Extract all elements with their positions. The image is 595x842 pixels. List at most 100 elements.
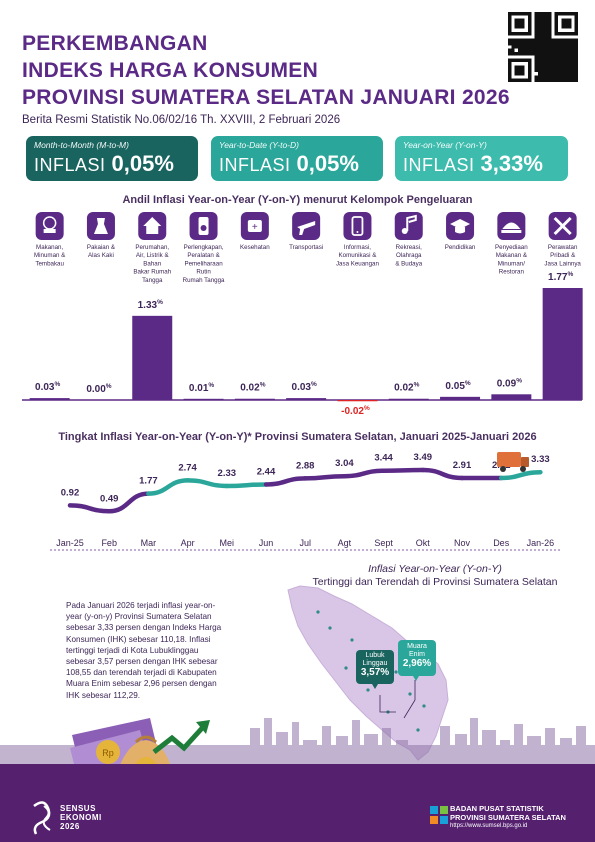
kpi-year-on-year: Year-on-Year (Y-on-Y) INFLASI 3,33% bbox=[395, 136, 568, 181]
title-line-2: INDEKS HARGA KONSUMEN bbox=[22, 59, 319, 82]
category-label: Perawatan bbox=[548, 244, 578, 251]
kpi-label: Year-on-Year (Y-on-Y) bbox=[403, 140, 487, 150]
category-label: Pribadi & bbox=[550, 252, 576, 259]
bar-value-unit: % bbox=[54, 381, 60, 388]
line-value-label: 2.91 bbox=[453, 460, 472, 471]
map-title: Inflasi Year-on-Year (Y-on-Y) Tertinggi … bbox=[285, 563, 585, 589]
bar bbox=[29, 398, 70, 400]
bar-value-label: 0.01% bbox=[189, 382, 214, 394]
category-label: Perlengkapan, bbox=[184, 244, 224, 251]
category-label: Penyediaan bbox=[495, 244, 528, 251]
bar-value-unit: % bbox=[311, 381, 317, 388]
kpi-value: 0,05% bbox=[296, 151, 359, 176]
bar-value-label: 1.77% bbox=[548, 271, 573, 283]
bar-value-label: 0.00% bbox=[86, 383, 111, 395]
medicine-icon: + bbox=[240, 212, 269, 240]
tools-icon bbox=[548, 212, 577, 240]
bar bbox=[132, 315, 173, 400]
kpi-label: Month-to-Month (M-to-M) bbox=[34, 140, 129, 150]
line-tick-label: Jan-25 bbox=[56, 538, 84, 548]
title-line-3: PROVINSI SUMATERA SELATAN JANUARI 2026 bbox=[22, 86, 510, 109]
food-icon bbox=[35, 212, 64, 240]
release-subtitle: Berita Resmi Statistik No.06/02/16 Th. X… bbox=[22, 114, 341, 126]
line-value-label: 3.44 bbox=[374, 453, 393, 464]
bar-value-unit: % bbox=[208, 382, 214, 389]
line-tick-label: Nov bbox=[454, 538, 471, 548]
line-segment bbox=[263, 476, 308, 487]
category-label: Restoran bbox=[499, 269, 525, 276]
line-value-label: 1.77 bbox=[139, 476, 158, 487]
line-tick-label: Agt bbox=[338, 538, 352, 548]
line-segment bbox=[185, 478, 230, 489]
graduation-cap-icon bbox=[446, 212, 475, 240]
bar bbox=[337, 400, 378, 402]
line-value-label: 3.04 bbox=[335, 458, 354, 469]
category-label: Pendidikan bbox=[445, 244, 476, 251]
bps-label: BADAN PUSAT STATISTIK PROVINSI SUMATERA … bbox=[450, 804, 566, 831]
high-city-value: 3,57% bbox=[360, 667, 390, 678]
line-chart-title: Tingkat Inflasi Year-on-Year (Y-on-Y)* P… bbox=[58, 431, 537, 443]
bps-line-2: PROVINSI SUMATERA SELATAN bbox=[450, 812, 566, 822]
bar bbox=[440, 396, 481, 400]
category-label: Minuman/ bbox=[498, 260, 525, 267]
kpi-year-to-date: Year-to-Date (Y-to-D) INFLASI 0,05% bbox=[211, 136, 383, 181]
category-label: Jasa Keuangan bbox=[336, 260, 380, 267]
bar-value-label: 0.03% bbox=[35, 381, 60, 393]
bar bbox=[183, 398, 224, 400]
bar-value-label: 0.05% bbox=[445, 380, 470, 392]
line-tick-label: Jul bbox=[299, 538, 311, 548]
bar-value-label: 0.02% bbox=[240, 382, 265, 394]
map-title-line-1: Inflasi Year-on-Year (Y-on-Y) bbox=[368, 563, 502, 575]
bar-chart-title: Andil Inflasi Year-on-Year (Y-on-Y) menu… bbox=[122, 194, 473, 206]
bar bbox=[388, 398, 429, 400]
line-tick-label: Jun bbox=[259, 538, 274, 548]
house-icon bbox=[138, 212, 167, 240]
line-tick-label: Apr bbox=[181, 538, 195, 548]
inflation-line-chart: 0.92 0.49 1.77 2.74 2.33 2.44 2.88 3.04 3.44 3.49… bbox=[50, 452, 560, 551]
line-tick-label: Mar bbox=[141, 538, 157, 548]
category-label: Pemeliharaan bbox=[184, 260, 223, 267]
category-label: Air, Listrik & bbox=[136, 252, 170, 259]
lubuk-linggau-callout bbox=[356, 650, 396, 713]
smartphone-icon bbox=[343, 212, 372, 240]
description-paragraph: Pada Januari 2026 terjadi inflasi year-o… bbox=[66, 601, 222, 700]
kpi-label: Year-to-Date (Y-to-D) bbox=[219, 140, 299, 150]
category-label: Informasi, bbox=[344, 244, 371, 251]
category-label: Olahraga bbox=[396, 252, 422, 259]
sensus-line-3: 2026 bbox=[60, 822, 80, 831]
line-segment bbox=[146, 478, 190, 496]
line-value-label: 2.33 bbox=[218, 468, 237, 479]
footer-band bbox=[0, 764, 595, 842]
line-value-label: 2.74 bbox=[178, 462, 197, 473]
category-label: Jasa Lainnya bbox=[544, 260, 581, 267]
low-city-label: Muara Enim 2,96% bbox=[398, 643, 436, 669]
dress-icon bbox=[86, 212, 115, 240]
bar-value-label: 1.33% bbox=[138, 299, 163, 311]
svg-text:+: + bbox=[252, 222, 258, 233]
line-value-label: 0.49 bbox=[100, 493, 119, 504]
line-segment bbox=[67, 503, 112, 514]
line-segment bbox=[224, 482, 269, 489]
kpi-name: INFLASI bbox=[34, 155, 106, 175]
title-line-1: PERKEMBANGAN bbox=[22, 32, 208, 55]
appliance-icon bbox=[189, 212, 218, 240]
bps-url-link[interactable]: https://www.sumsel.bps.go.id bbox=[450, 823, 528, 830]
low-city-line-2: Enim bbox=[409, 651, 425, 658]
line-segment bbox=[420, 467, 465, 481]
category-label: Rekreasi, bbox=[396, 244, 422, 251]
bar-value-label: 0.03% bbox=[292, 381, 317, 393]
category-label: Rumah Tangga bbox=[183, 277, 225, 284]
line-segment bbox=[106, 491, 151, 514]
line-tick-label: Okt bbox=[416, 538, 431, 548]
category-label: Bahan bbox=[143, 260, 161, 267]
qr-code-icon[interactable] bbox=[508, 12, 578, 82]
bar-value-label: -0.02% bbox=[341, 405, 370, 417]
bar-value-unit: % bbox=[516, 377, 522, 384]
bar-value-unit: % bbox=[465, 380, 471, 387]
line-tick-label: Sept bbox=[374, 538, 393, 548]
category-label: Minuman & bbox=[34, 252, 66, 259]
muara-enim-callout bbox=[398, 640, 436, 719]
line-value-label: 3.49 bbox=[414, 452, 433, 463]
category-label: Rutin bbox=[196, 269, 211, 276]
line-value-label: 2.44 bbox=[257, 466, 276, 477]
